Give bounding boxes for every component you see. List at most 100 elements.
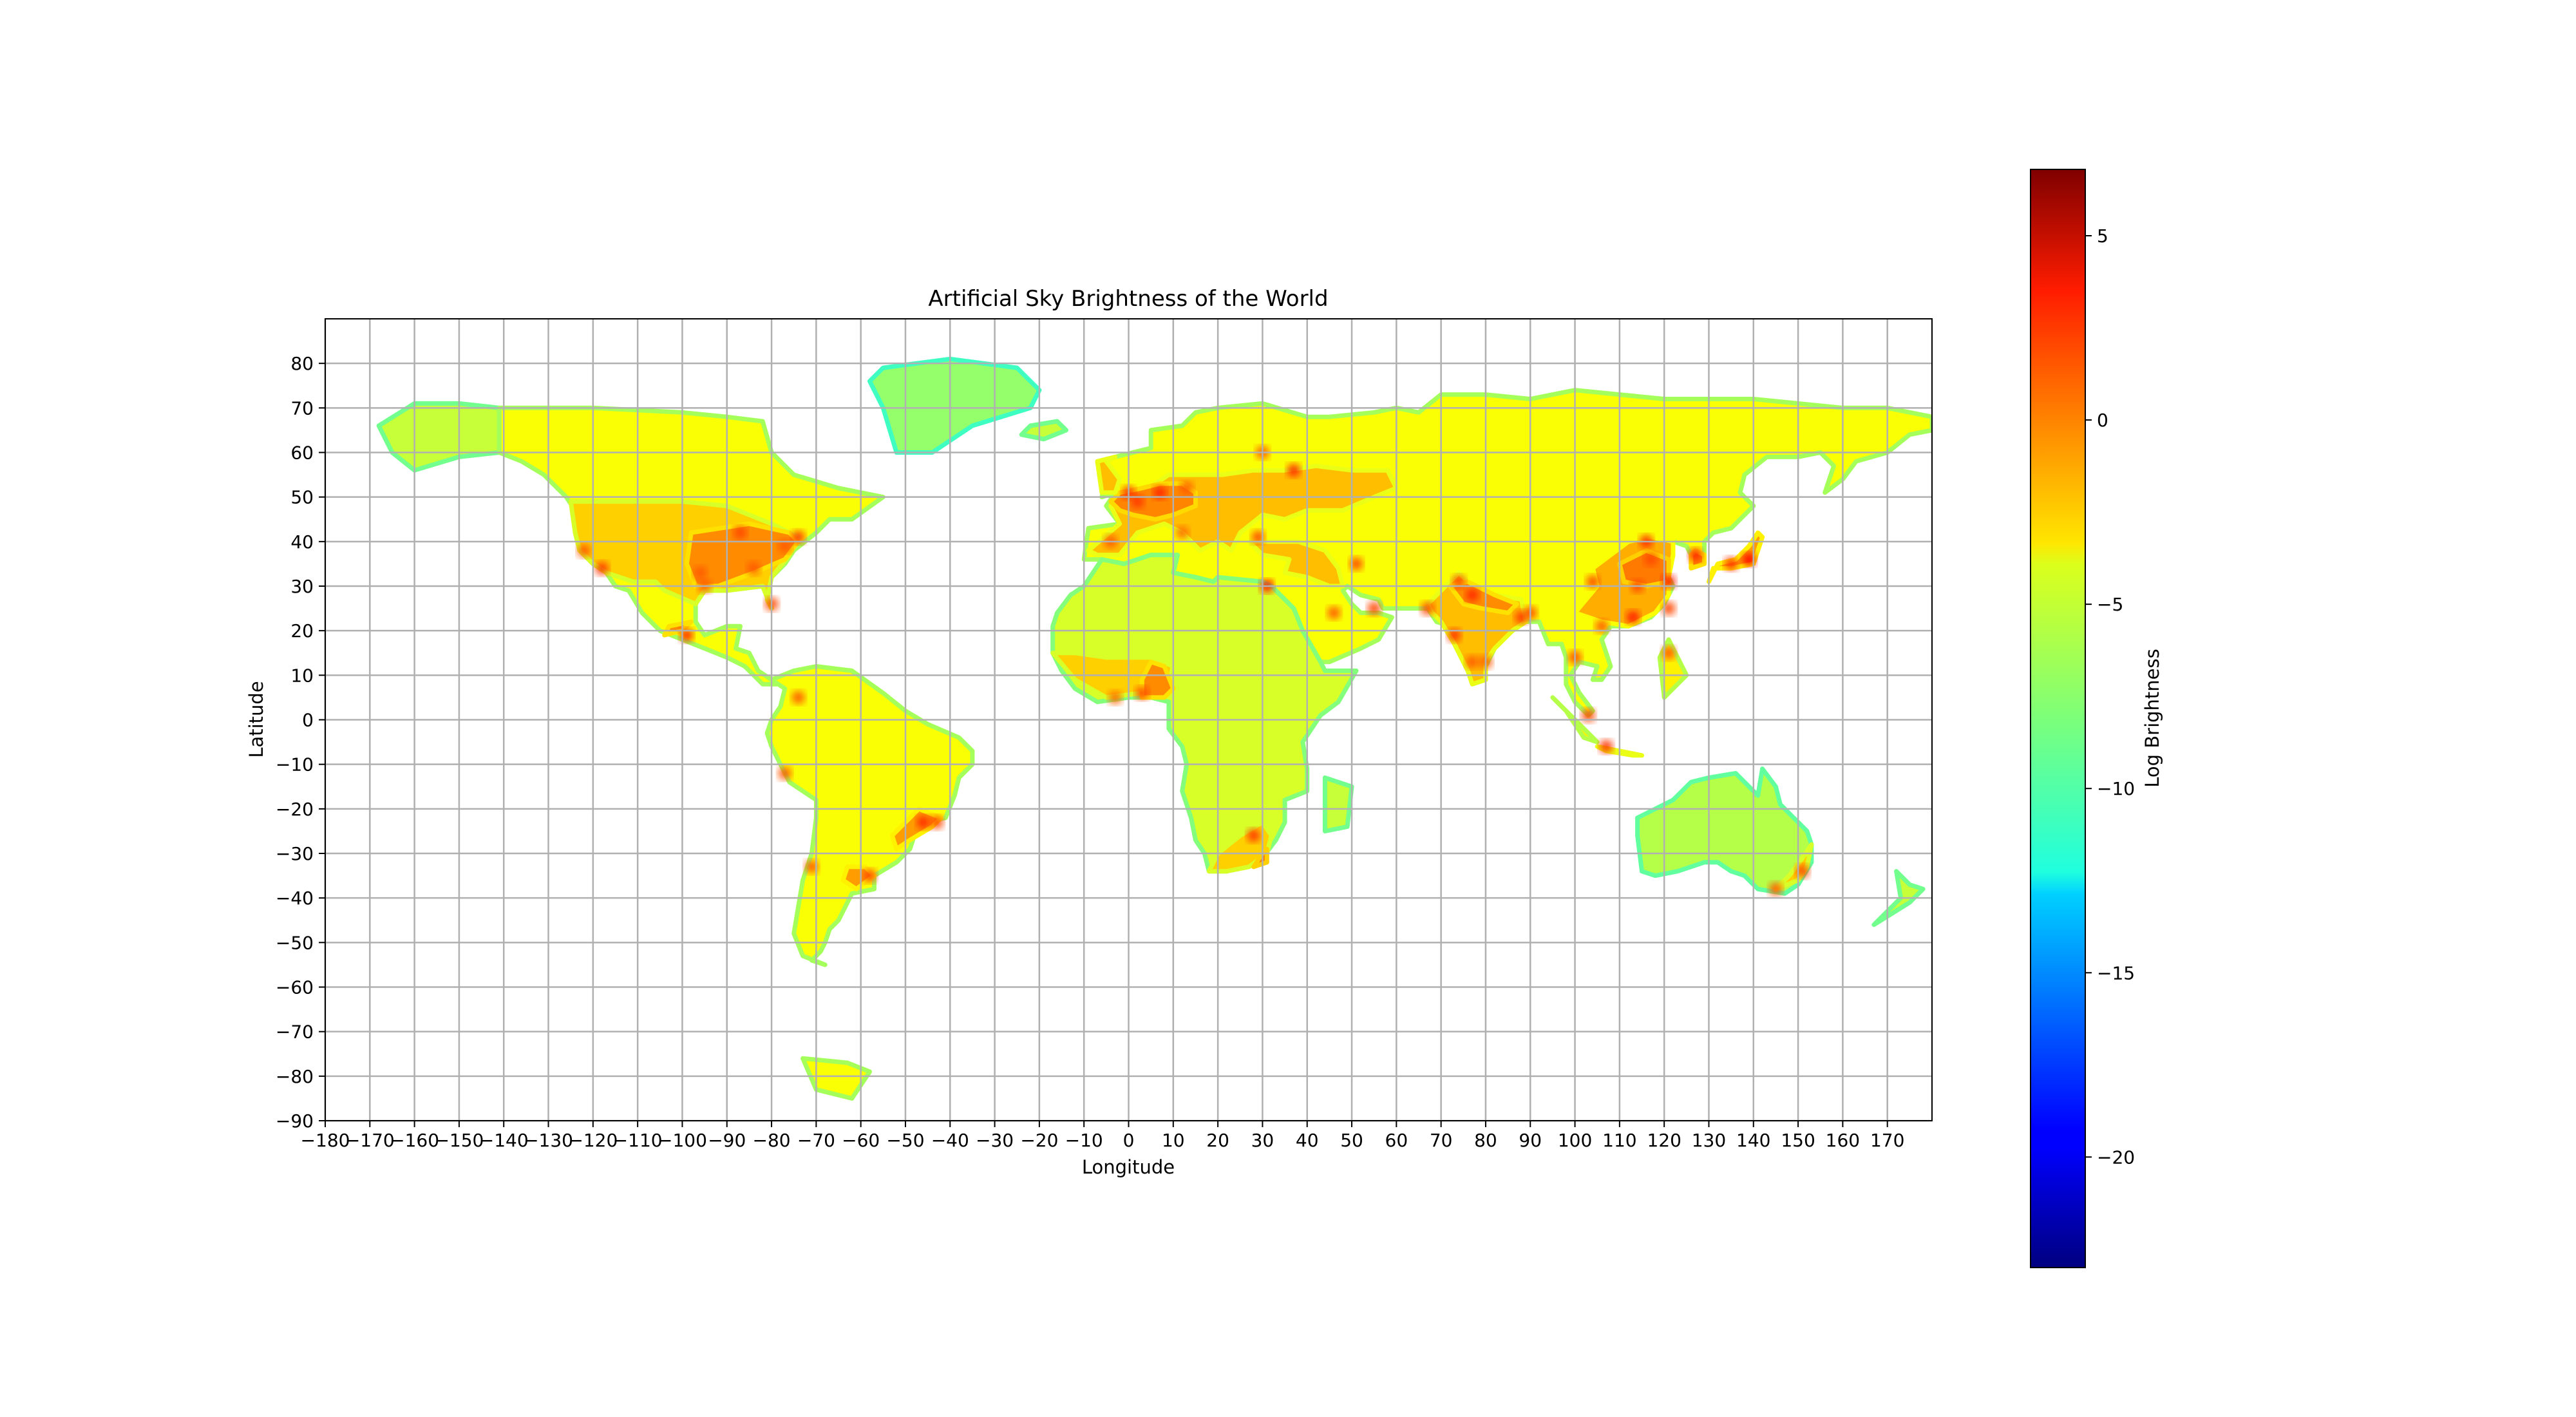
x-tick-label: −110 [613, 1130, 663, 1151]
brightness-hotspot [595, 562, 609, 575]
brightness-hotspot [1153, 486, 1166, 499]
y-tick-label: 70 [290, 397, 314, 419]
brightness-hotspot [1367, 602, 1381, 615]
x-tick-label: −70 [797, 1130, 835, 1151]
brightness-hotspot [747, 562, 761, 575]
y-tick-label: −10 [276, 754, 314, 775]
chart-title: Artificial Sky Brightness of the World [928, 286, 1328, 312]
x-tick-label: 10 [1162, 1130, 1185, 1151]
brightness-hotspot [1108, 690, 1122, 704]
brightness-hotspot [1251, 530, 1265, 544]
y-tick-label: −90 [276, 1110, 314, 1132]
brightness-hotspot [1662, 575, 1676, 589]
x-tick-label: −160 [390, 1130, 439, 1151]
brightness-hotspot [1452, 575, 1466, 589]
y-tick-label: 40 [290, 531, 314, 553]
x-tick-label: 60 [1385, 1130, 1408, 1151]
colorbar-label: Log Brightness [2141, 649, 2163, 788]
x-tick-label: −140 [479, 1130, 529, 1151]
brightness-hotspot [1448, 629, 1461, 642]
brightness-hotspot [1135, 687, 1149, 699]
x-tick-label: −120 [568, 1130, 618, 1151]
x-tick-label: 110 [1602, 1130, 1636, 1151]
x-tick-label: 20 [1206, 1130, 1229, 1151]
x-tick-label: 30 [1251, 1130, 1274, 1151]
y-tick-label: 0 [302, 710, 314, 731]
brightness-hotspot [734, 526, 747, 539]
x-tick-label: −180 [301, 1130, 350, 1151]
x-tick-label: 70 [1430, 1130, 1453, 1151]
brightness-hotspot [791, 690, 805, 704]
x-tick-label: −30 [976, 1130, 1014, 1151]
brightness-hotspot [1586, 575, 1600, 589]
x-tick-label: −80 [753, 1130, 791, 1151]
colorbar-tick-label: 5 [2097, 225, 2108, 247]
x-tick-label: 150 [1781, 1130, 1815, 1151]
brightness-hotspot [1725, 557, 1738, 571]
y-tick-label: 80 [290, 353, 314, 374]
x-tick-label: −60 [842, 1130, 880, 1151]
brightness-hotspot [1350, 557, 1363, 571]
brightness-hotspot [805, 860, 819, 873]
colorbar-gradient [2030, 169, 2086, 1268]
brightness-region [764, 664, 975, 967]
x-tick-label: 120 [1647, 1130, 1681, 1151]
brightness-hotspot [1689, 548, 1702, 562]
brightness-hotspot [1247, 829, 1260, 842]
brightness-hotspot [863, 869, 876, 882]
x-tick-label: 0 [1123, 1130, 1135, 1151]
brightness-hotspot [916, 815, 930, 829]
x-tick-label: 40 [1296, 1130, 1319, 1151]
brightness-hotspot [1662, 646, 1676, 660]
brightness-hotspot [1662, 602, 1676, 615]
brightness-hotspot [778, 539, 791, 553]
brightness-hotspot [1327, 606, 1341, 620]
colorbar-tick-label: −15 [2097, 962, 2135, 984]
colorbar: −20 −15 −10 −5 0 5 Log Brightness [2030, 169, 2163, 1268]
plot-area [324, 318, 1933, 1122]
colorbar-tick-label: −10 [2097, 778, 2135, 799]
colorbar-tick-label: −20 [2097, 1146, 2135, 1168]
brightness-hotspot [1600, 740, 1613, 753]
brightness-hotspot [1131, 495, 1144, 508]
colorbar-tick-label: 0 [2097, 410, 2108, 431]
y-axis-label: Latitude [245, 681, 267, 757]
y-tick-label: 60 [290, 442, 314, 464]
brightness-hotspot [1742, 553, 1756, 566]
brightness-region [1095, 454, 1122, 495]
x-tick-label: −170 [345, 1130, 395, 1151]
brightness-hotspot [680, 629, 694, 642]
brightness-hotspot [1595, 620, 1609, 633]
y-tick-label: −70 [276, 1022, 314, 1043]
brightness-hotspot [1796, 864, 1809, 878]
y-tick-label: −80 [276, 1066, 314, 1087]
brightness-hotspot [1644, 553, 1658, 566]
y-tick-label: −40 [276, 888, 314, 909]
brightness-hotspot [1180, 481, 1193, 495]
brightness-hotspot [1582, 708, 1595, 722]
brightness-region [1635, 766, 1814, 896]
brightness-region [662, 619, 694, 638]
y-tick-label: 30 [290, 576, 314, 597]
brightness-region [1247, 539, 1345, 589]
brightness-region [1448, 579, 1519, 615]
y-tick-label: 20 [290, 620, 314, 642]
brightness-hotspot [1175, 526, 1189, 539]
x-tick-label: 50 [1340, 1130, 1363, 1151]
x-tick-label: 80 [1474, 1130, 1497, 1151]
colorbar-ticks: −20 −15 −10 −5 0 5 [2085, 225, 2135, 1168]
brightness-hotspot [578, 544, 591, 557]
x-tick-label: 140 [1736, 1130, 1770, 1151]
brightness-hotspot [1626, 611, 1640, 624]
brightness-region [867, 356, 1042, 455]
x-tick-label: −20 [1020, 1130, 1058, 1151]
x-tick-label: −40 [931, 1130, 969, 1151]
x-tick-label: −10 [1065, 1130, 1103, 1151]
brightness-region [1139, 660, 1176, 700]
brightness-hotspot [1466, 655, 1479, 669]
brightness-region [1322, 775, 1354, 833]
x-tick-label: 130 [1692, 1130, 1726, 1151]
brightness-hotspot [1287, 464, 1300, 477]
x-tick-label: 100 [1558, 1130, 1592, 1151]
